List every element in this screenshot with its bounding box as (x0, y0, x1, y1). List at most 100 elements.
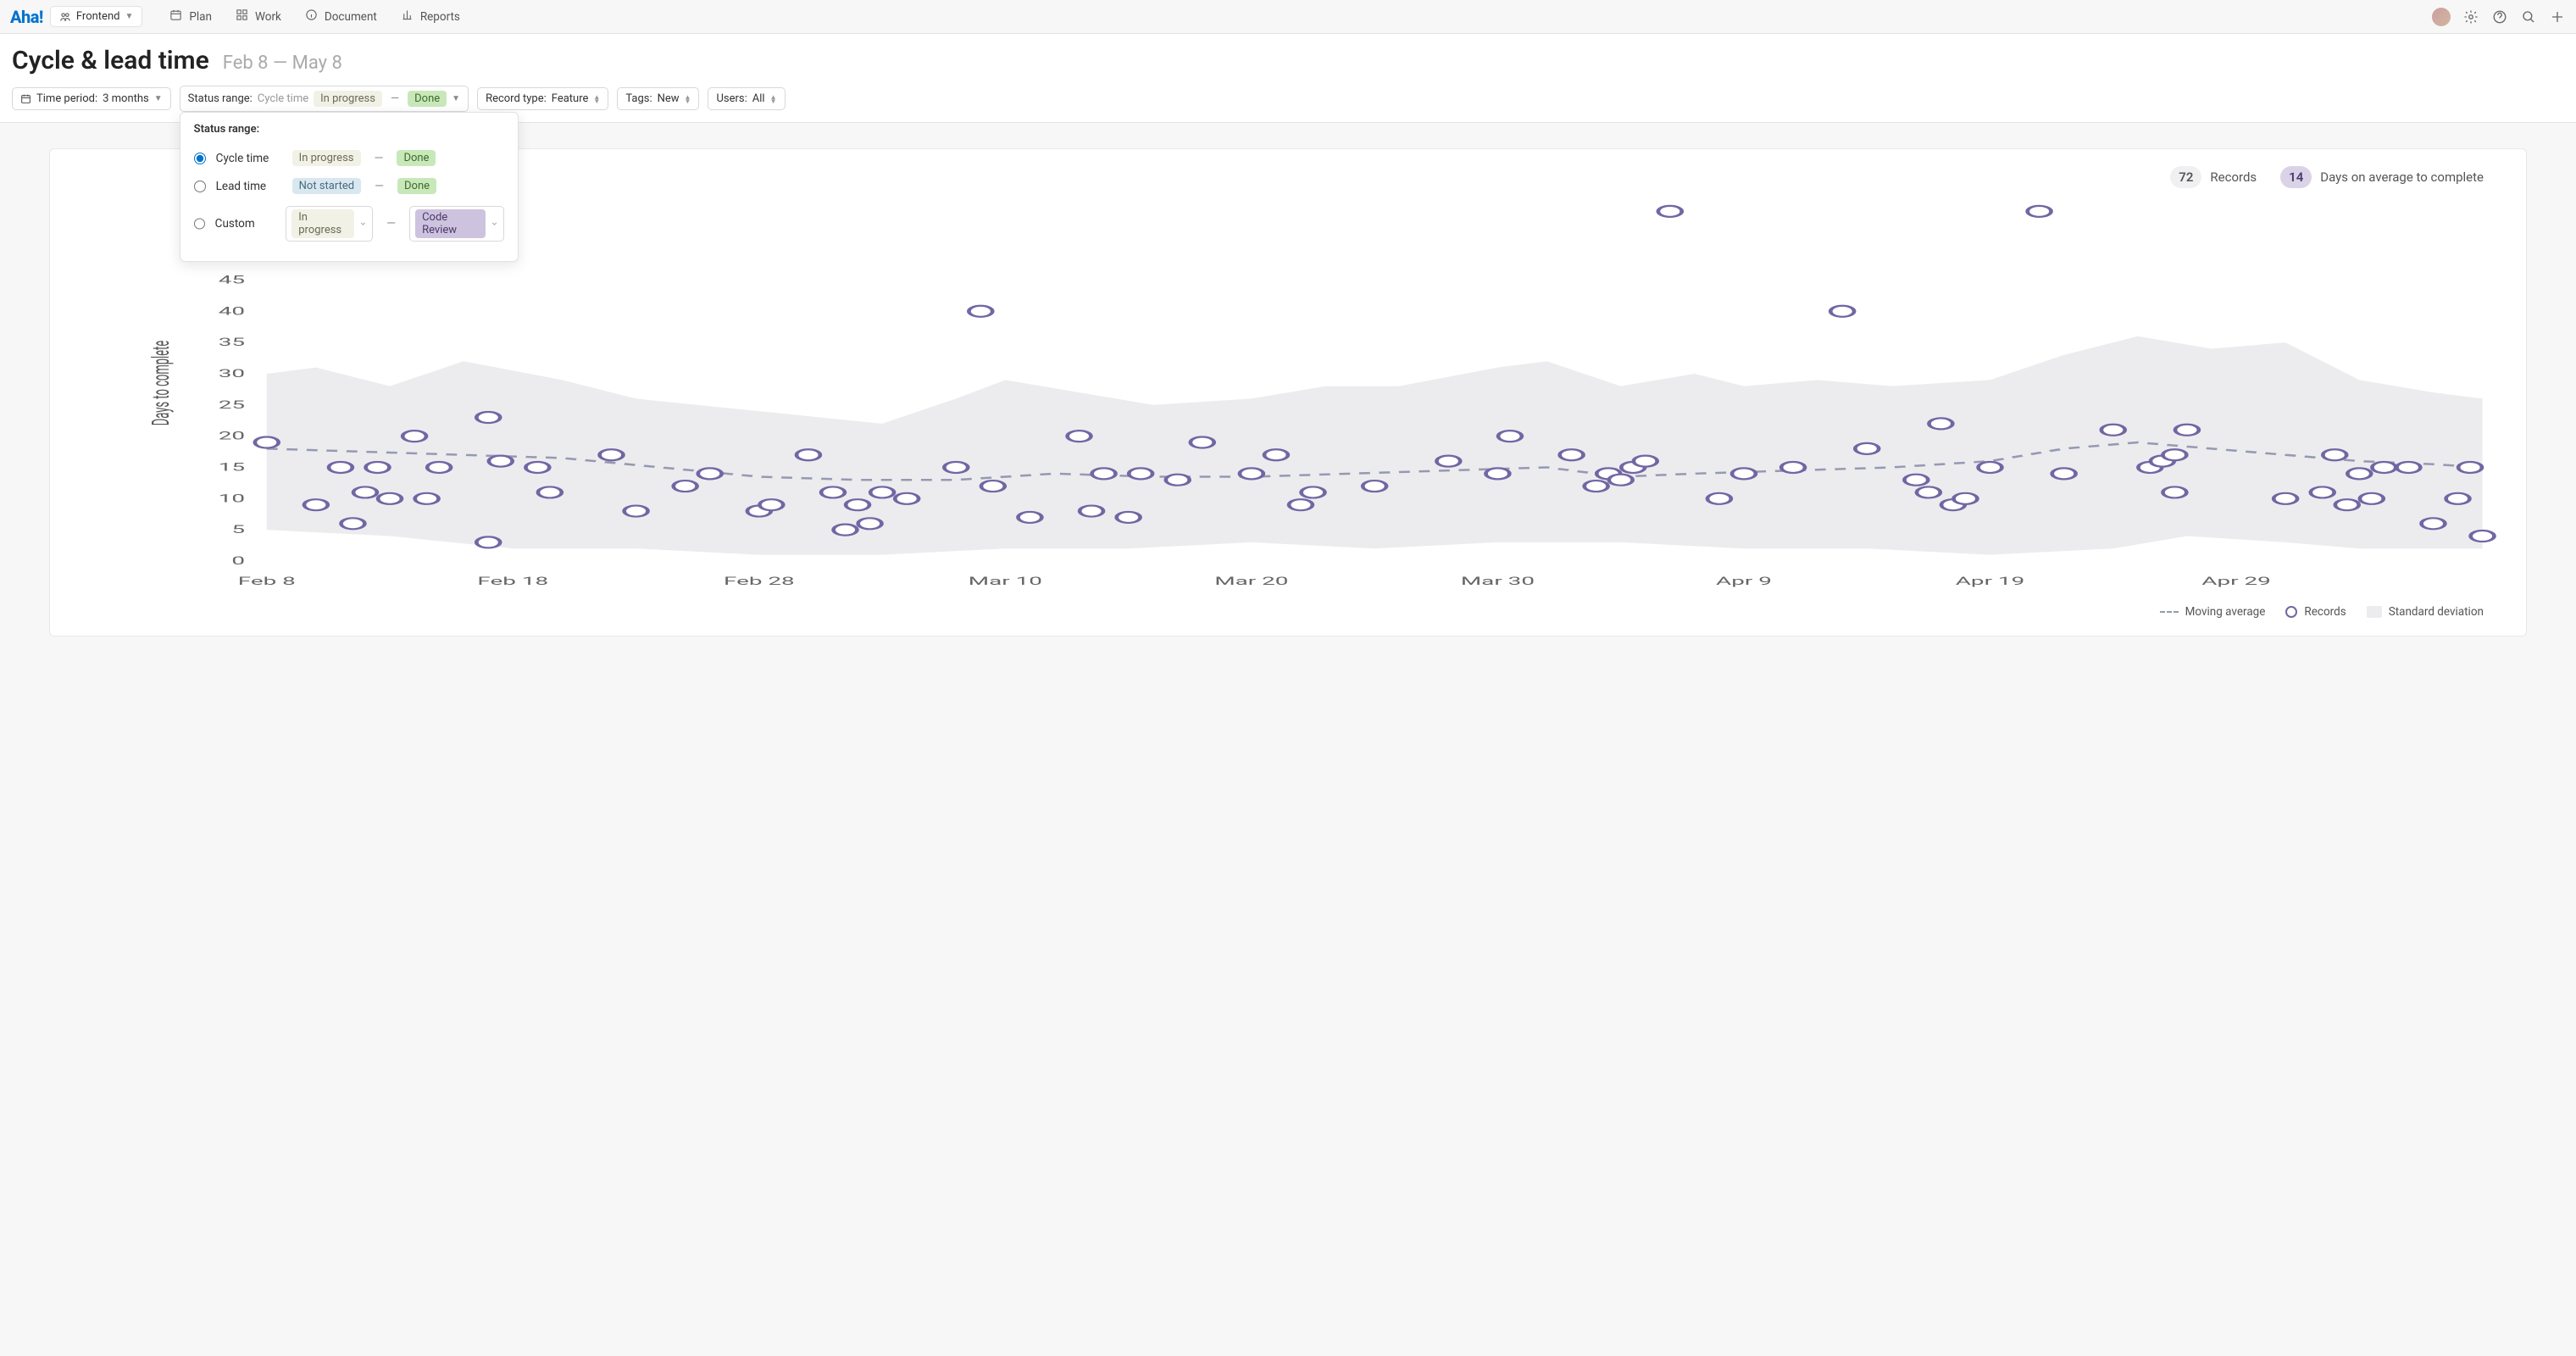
record-point[interactable] (2372, 462, 2396, 473)
search-icon[interactable] (2520, 8, 2537, 25)
status-option-cycle[interactable]: Cycle timeIn progress—Done (194, 144, 504, 172)
record-point[interactable] (969, 306, 992, 317)
record-point[interactable] (2273, 493, 2297, 504)
record-point[interactable] (1302, 486, 1325, 497)
record-point[interactable] (797, 449, 820, 460)
record-point[interactable] (378, 493, 402, 504)
record-point[interactable] (1609, 475, 1633, 486)
nav-link-work[interactable]: Work (225, 3, 291, 30)
record-point[interactable] (1240, 468, 1263, 479)
record-point[interactable] (2311, 486, 2334, 497)
record-point[interactable] (2471, 531, 2495, 542)
record-point[interactable] (895, 493, 919, 504)
record-point[interactable] (1929, 418, 1952, 429)
filter-users[interactable]: Users: All ▲▼ (708, 87, 785, 110)
record-point[interactable] (489, 456, 513, 467)
record-point[interactable] (1363, 481, 1386, 492)
record-point[interactable] (1436, 456, 1460, 467)
record-point[interactable] (341, 518, 365, 529)
settings-icon[interactable] (2462, 8, 2479, 25)
record-point[interactable] (1904, 475, 1928, 486)
status-from-select[interactable]: In progress (286, 206, 373, 242)
record-point[interactable] (1264, 449, 1288, 460)
record-point[interactable] (2028, 206, 2051, 217)
record-point[interactable] (981, 481, 1005, 492)
record-point[interactable] (698, 468, 722, 479)
record-point[interactable] (2360, 493, 2384, 504)
record-point[interactable] (1658, 206, 1682, 217)
record-point[interactable] (944, 462, 968, 473)
record-point[interactable] (1092, 468, 1116, 479)
record-point[interactable] (1732, 468, 1756, 479)
record-point[interactable] (1979, 462, 2002, 473)
radio-lead[interactable] (194, 181, 206, 192)
add-icon[interactable] (2549, 8, 2566, 25)
record-point[interactable] (1954, 493, 1978, 504)
record-point[interactable] (2052, 468, 2076, 479)
record-point[interactable] (476, 412, 500, 423)
filter-tags[interactable]: Tags: New ▲▼ (617, 87, 699, 110)
record-point[interactable] (1166, 475, 1190, 486)
record-point[interactable] (304, 499, 328, 510)
record-point[interactable] (1129, 468, 1152, 479)
record-point[interactable] (255, 437, 279, 448)
record-point[interactable] (538, 486, 562, 497)
record-point[interactable] (1585, 481, 1608, 492)
record-point[interactable] (870, 486, 894, 497)
filter-status-range[interactable]: Status range: Cycle time In progress — D… (180, 86, 469, 112)
record-point[interactable] (858, 518, 882, 529)
nav-link-reports[interactable]: Reports (391, 3, 470, 30)
workspace-selector[interactable]: Frontend ▼ (50, 6, 142, 27)
help-icon[interactable] (2491, 8, 2508, 25)
record-point[interactable] (2446, 493, 2470, 504)
record-point[interactable] (525, 462, 549, 473)
nav-link-plan[interactable]: Plan (159, 3, 222, 30)
record-point[interactable] (1289, 499, 1313, 510)
filter-record-type[interactable]: Record type: Feature ▲▼ (477, 87, 608, 110)
record-point[interactable] (2422, 518, 2446, 529)
avatar[interactable] (2432, 8, 2451, 26)
record-point[interactable] (476, 536, 500, 547)
record-point[interactable] (1830, 306, 1854, 317)
record-point[interactable] (427, 462, 451, 473)
record-point[interactable] (1485, 468, 1509, 479)
record-point[interactable] (834, 525, 858, 536)
status-option-custom[interactable]: CustomIn progress—Code Review (194, 200, 504, 247)
record-point[interactable] (2162, 486, 2186, 497)
radio-cycle[interactable] (194, 153, 206, 164)
record-point[interactable] (2162, 449, 2186, 460)
record-point[interactable] (415, 493, 439, 504)
record-point[interactable] (1560, 449, 1584, 460)
record-point[interactable] (821, 486, 845, 497)
record-point[interactable] (759, 499, 783, 510)
record-point[interactable] (1855, 443, 1879, 454)
record-point[interactable] (674, 481, 697, 492)
record-point[interactable] (1917, 486, 1940, 497)
record-point[interactable] (2347, 468, 2371, 479)
record-point[interactable] (1018, 512, 1041, 523)
record-point[interactable] (2396, 462, 2420, 473)
nav-link-document[interactable]: Document (295, 3, 387, 30)
record-point[interactable] (2323, 449, 2346, 460)
record-point[interactable] (2175, 425, 2199, 436)
record-point[interactable] (1498, 431, 1522, 442)
record-point[interactable] (625, 506, 648, 517)
record-point[interactable] (1634, 456, 1657, 467)
record-point[interactable] (353, 486, 377, 497)
record-point[interactable] (1781, 462, 1805, 473)
record-point[interactable] (2101, 425, 2125, 436)
record-point[interactable] (2458, 462, 2482, 473)
filter-time-period[interactable]: Time period: 3 months ▼ (12, 87, 171, 110)
record-point[interactable] (329, 462, 353, 473)
record-point[interactable] (1068, 431, 1091, 442)
radio-custom[interactable] (194, 218, 205, 230)
record-point[interactable] (1191, 437, 1214, 448)
status-option-lead[interactable]: Lead timeNot started—Done (194, 172, 504, 200)
record-point[interactable] (366, 462, 390, 473)
record-point[interactable] (1080, 506, 1103, 517)
record-point[interactable] (2335, 499, 2359, 510)
record-point[interactable] (1117, 512, 1141, 523)
record-point[interactable] (402, 431, 426, 442)
record-point[interactable] (600, 449, 624, 460)
record-point[interactable] (846, 499, 869, 510)
